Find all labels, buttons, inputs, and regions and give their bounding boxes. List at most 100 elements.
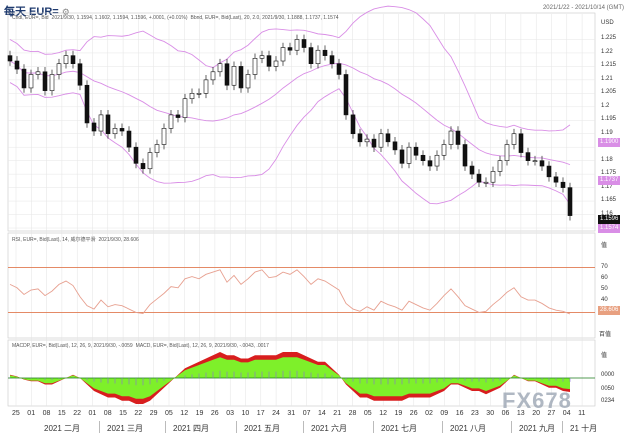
candle-body: [567, 187, 573, 216]
settings-icon[interactable]: ⚙: [61, 7, 70, 17]
candle-body: [273, 60, 279, 67]
price-tick: 1.21: [601, 75, 613, 82]
month-separator: [99, 421, 100, 433]
candle-body: [196, 93, 202, 95]
candle-body: [49, 74, 55, 91]
candle-body: [77, 63, 83, 86]
candle-body: [399, 149, 405, 164]
candle-body: [378, 133, 384, 148]
candle-body: [98, 114, 104, 132]
legend-macd: MACD, EUR=, Bid(Last), 12, 26, 9, 2021/9…: [135, 343, 269, 349]
watermark: FX678: [502, 388, 572, 413]
bband-upper-tag: 1.1900: [598, 138, 621, 147]
price-tick: 1.19: [601, 129, 613, 136]
x-day-label: 03: [226, 410, 234, 417]
macd-tick-1: 0050: [601, 386, 615, 392]
price-tick: 1.16: [601, 210, 613, 217]
candle-body: [301, 39, 307, 48]
legend-rsi-value: 2021/9/30, 28.606: [98, 237, 139, 243]
legend-bbands: Bbnd, EUR=, Bid(Last), 20, 2.0, 2021/9/3…: [190, 15, 339, 21]
candle-body: [238, 66, 244, 89]
macd-unit: 值: [601, 353, 608, 359]
candle-body: [441, 144, 447, 156]
x-month-label: 2021 四月: [173, 424, 210, 433]
x-month-label: 2021 五月: [244, 424, 281, 433]
candle-body: [511, 133, 517, 145]
x-day-label: 11: [578, 410, 586, 417]
x-month-label: 2021 八月: [450, 424, 487, 433]
candle-body: [532, 160, 538, 162]
x-day-label: 02: [425, 410, 433, 417]
x-day-label: 29: [149, 410, 158, 417]
bband-upper-line: [9, 5, 571, 132]
x-day-label: 30: [486, 410, 495, 417]
x-month-label: 2021 二月: [44, 424, 81, 433]
candle-body: [231, 66, 237, 86]
month-separator: [562, 421, 563, 433]
month-separator: [511, 421, 512, 433]
month-separator: [303, 421, 304, 433]
bband-lower-line: [9, 82, 571, 205]
candle-body: [63, 55, 69, 65]
candle-body: [252, 58, 258, 75]
rsi-unit: 值: [601, 243, 608, 249]
candle-body: [154, 144, 160, 153]
candle-body: [189, 93, 195, 100]
candle-body: [161, 128, 167, 145]
x-day-label: 05: [363, 410, 372, 417]
candle-body: [70, 55, 76, 65]
candle-body: [308, 47, 314, 65]
x-day-label: 04: [562, 410, 571, 417]
candle-body: [336, 63, 342, 75]
x-day-label: 21: [333, 410, 342, 417]
candle-body: [7, 55, 13, 62]
x-day-label: 22: [134, 410, 143, 417]
candle-body: [259, 55, 265, 59]
macd-tick-0: 0000: [601, 372, 615, 378]
x-day-label: 09: [440, 410, 449, 417]
candle-body: [483, 181, 489, 184]
price-tick: 1.2: [601, 102, 610, 109]
price-tick: 1.175: [601, 170, 617, 177]
x-month-label: 2021 六月: [311, 424, 348, 433]
candle-body: [427, 160, 433, 167]
price-panel-frame: [7, 12, 596, 232]
rsi-tick: 40: [601, 297, 608, 304]
x-day-label: 14: [318, 410, 326, 417]
bband-lower-tag: 1.1574: [598, 224, 621, 233]
x-day-label: 23: [471, 410, 479, 417]
candlesticks: [7, 34, 573, 221]
x-day-label: 28: [348, 410, 357, 417]
price-tick: 1.205: [601, 89, 617, 96]
month-separator: [373, 421, 374, 433]
candle-body: [385, 133, 391, 143]
candle-body: [280, 47, 286, 62]
window-title: 每天 EUR= ⚙: [4, 6, 70, 18]
candle-body: [224, 63, 230, 86]
candle-body: [350, 114, 356, 135]
candle-body: [315, 49, 321, 65]
candle-body: [329, 55, 335, 65]
legend-macdp: MACDP, EUR=, Bid(Last), 12, 26, 9, 2021/…: [12, 343, 133, 349]
candle-body: [112, 128, 118, 135]
candle-body: [175, 114, 181, 118]
x-day-label: 12: [379, 410, 387, 417]
candle-body: [322, 49, 328, 56]
candle-body: [245, 74, 251, 89]
rsi-series: [9, 269, 571, 315]
candle-body: [518, 133, 524, 153]
candle-body: [210, 71, 216, 81]
x-day-label: 01: [88, 410, 97, 417]
x-day-label: 08: [42, 410, 51, 417]
macd-tick-2: 0234: [601, 398, 615, 404]
x-day-label: 24: [272, 410, 280, 417]
legend-candle: Cndl, EUR=, Bid: [12, 15, 49, 21]
candle-body: [371, 138, 377, 148]
candle-body: [364, 138, 370, 143]
x-month-label: 2021 七月: [381, 424, 418, 433]
bband-mid-tag: 1.1737: [598, 176, 621, 185]
x-month-label: 2021 三月: [107, 424, 144, 433]
candle-body: [434, 154, 440, 167]
candle-body: [525, 152, 531, 161]
